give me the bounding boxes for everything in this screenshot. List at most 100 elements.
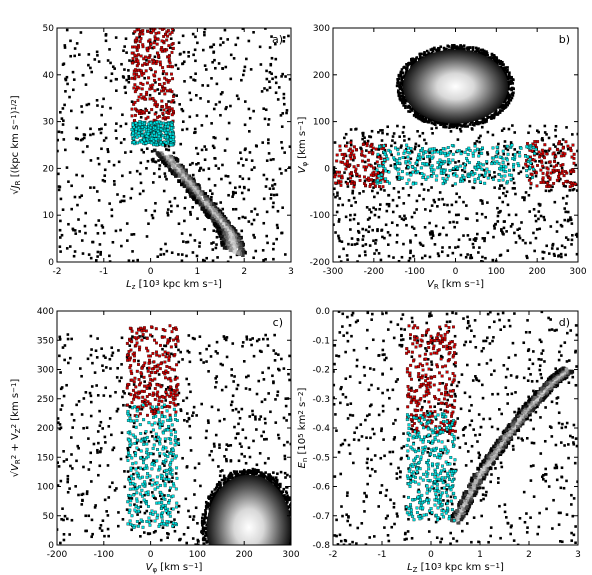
halo-point — [361, 227, 364, 231]
halo-point — [78, 230, 81, 233]
density-edge — [497, 111, 501, 114]
halo-point — [370, 129, 374, 133]
halo-point — [168, 336, 172, 340]
halo-point — [519, 170, 523, 174]
halo-point — [422, 188, 426, 191]
halo-point — [144, 209, 148, 212]
halo-point — [268, 187, 272, 190]
density-edge — [201, 528, 205, 531]
fast-point — [165, 106, 169, 109]
halo-point — [263, 417, 267, 421]
halo-point — [96, 448, 99, 452]
halo-point — [346, 185, 350, 188]
density-edge — [272, 569, 275, 572]
density-edge — [490, 52, 494, 56]
slow-point — [529, 161, 533, 165]
halo-point — [213, 58, 216, 62]
density-edge — [401, 97, 405, 100]
halo-point — [92, 186, 96, 189]
density-edge — [490, 117, 493, 120]
halo-point — [123, 68, 126, 71]
halo-point — [282, 102, 286, 106]
fast-point — [152, 59, 156, 63]
density-edge — [401, 89, 405, 93]
halo-point — [100, 147, 103, 151]
halo-point — [263, 117, 267, 121]
fast-point — [163, 116, 167, 120]
halo-point — [89, 186, 92, 189]
halo-point — [523, 196, 526, 199]
slow-point — [491, 146, 495, 150]
density-edge — [407, 110, 410, 113]
slow-point — [452, 167, 456, 170]
halo-point — [423, 226, 427, 229]
halo-point — [430, 186, 433, 189]
halo-point — [162, 252, 166, 256]
halo-point — [559, 252, 563, 256]
halo-point — [402, 125, 406, 129]
halo-point — [122, 76, 126, 79]
halo-point — [513, 131, 517, 134]
halo-point — [222, 335, 226, 338]
halo-point — [214, 385, 217, 389]
density-edge — [215, 555, 218, 558]
halo-point — [484, 215, 487, 219]
halo-point — [177, 504, 181, 508]
halo-point — [127, 75, 131, 78]
fast-point — [564, 140, 568, 144]
halo-point — [114, 36, 118, 39]
halo-point — [143, 431, 147, 435]
halo-point — [528, 210, 532, 213]
halo-point — [184, 497, 188, 501]
density-cell — [241, 250, 245, 255]
halo-point — [80, 105, 83, 108]
density-edge — [485, 50, 488, 53]
halo-point — [115, 409, 119, 413]
density-edge — [481, 52, 484, 56]
halo-point — [85, 490, 89, 493]
slow-point — [159, 137, 163, 141]
halo-point — [191, 173, 195, 177]
halo-point — [220, 177, 223, 181]
density-cell — [223, 228, 228, 233]
halo-point — [241, 344, 244, 348]
density-edge — [221, 570, 224, 573]
halo-point — [60, 386, 64, 389]
halo-point — [90, 348, 93, 351]
density-edge — [498, 106, 502, 109]
halo-point — [97, 199, 101, 202]
slow-point — [492, 156, 495, 160]
density-cell — [228, 235, 233, 240]
halo-point — [77, 446, 80, 450]
halo-point — [267, 123, 270, 126]
halo-point — [70, 413, 74, 416]
halo-point — [223, 149, 227, 152]
density-edge — [423, 118, 427, 121]
density-edge — [423, 120, 426, 123]
halo-point — [229, 255, 233, 259]
halo-point — [87, 53, 91, 56]
halo-point — [158, 92, 161, 95]
halo-point — [240, 407, 244, 411]
halo-point — [64, 90, 67, 93]
slow-point — [528, 157, 532, 161]
halo-point — [126, 470, 130, 473]
x-tick-label: -300 — [323, 267, 344, 277]
slow-point — [471, 173, 475, 177]
slow-point — [166, 125, 170, 129]
slow-point — [150, 141, 154, 145]
halo-point — [252, 218, 256, 222]
fast-point — [539, 168, 543, 172]
fast-point — [363, 154, 367, 158]
halo-point — [111, 481, 114, 485]
halo-point — [95, 50, 99, 54]
halo-point — [108, 417, 112, 420]
halo-point — [441, 197, 444, 201]
density-edge — [401, 99, 405, 103]
halo-point — [71, 227, 75, 231]
halo-point — [106, 527, 110, 531]
halo-point — [132, 32, 135, 35]
halo-point — [194, 72, 197, 76]
fast-point — [556, 148, 560, 152]
halo-point — [229, 403, 233, 407]
